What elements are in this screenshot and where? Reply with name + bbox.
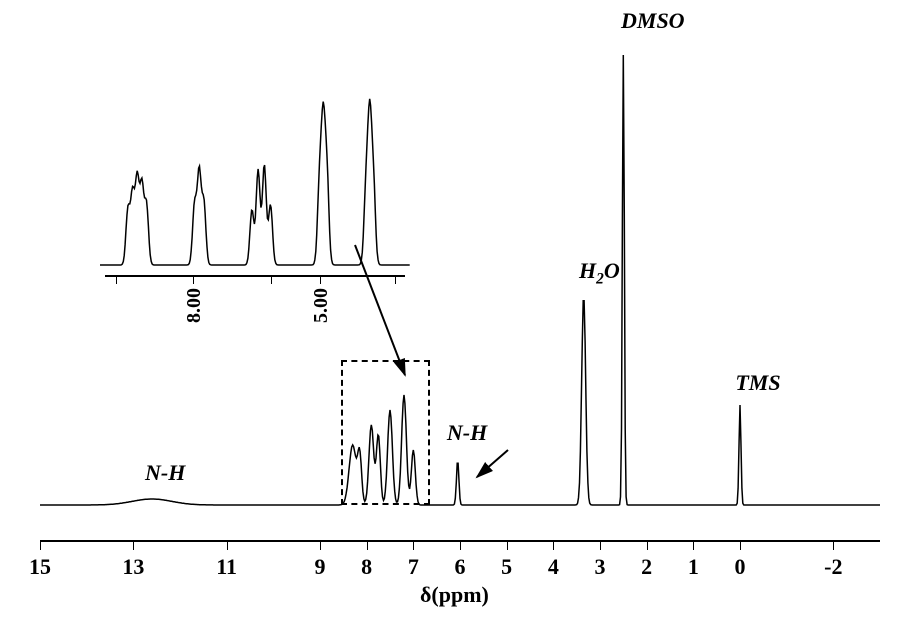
peak-label-tms: TMS	[735, 370, 780, 396]
x-tick-label: 6	[455, 554, 466, 580]
inset-tick-label: 5.00	[310, 288, 333, 323]
x-tick-label: 13	[122, 554, 144, 580]
inset-spectrum: 8.00 5.00	[100, 60, 410, 340]
x-axis-label: δ(ppm)	[420, 582, 489, 608]
x-tick-label: 9	[315, 554, 326, 580]
inset-tick-label: 8.00	[183, 288, 206, 323]
x-tick-label: 2	[641, 554, 652, 580]
x-tick-label: 8	[361, 554, 372, 580]
x-tick-label: -2	[824, 554, 842, 580]
zoom-region-box	[341, 360, 430, 505]
peak-label-h2o: H2O	[579, 258, 620, 288]
x-tick-label: 3	[595, 554, 606, 580]
peak-label-dmso: DMSO	[621, 8, 685, 34]
inset-svg	[100, 60, 410, 290]
peak-label-nh_right: N-H	[447, 420, 487, 446]
x-tick-label: 11	[216, 554, 237, 580]
x-tick-label: 7	[408, 554, 419, 580]
x-tick-label: 0	[735, 554, 746, 580]
x-tick-label: 15	[29, 554, 51, 580]
x-tick-label: 4	[548, 554, 559, 580]
peak-label-nh_left: N-H	[145, 460, 185, 486]
x-tick-label: 5	[501, 554, 512, 580]
x-tick-label: 1	[688, 554, 699, 580]
